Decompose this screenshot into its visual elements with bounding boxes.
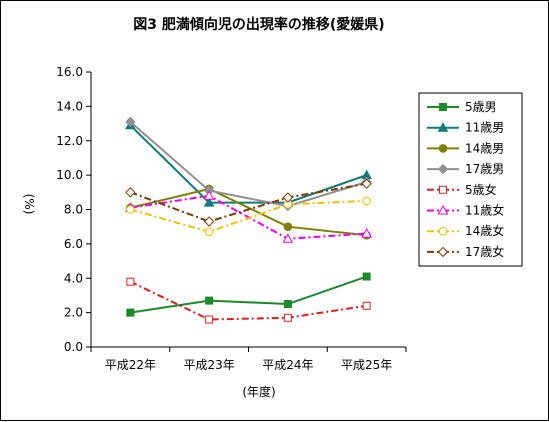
y-tick-label: 4.0 [64,271,83,285]
legend-box [418,92,523,267]
legend-label: 17歳男 [465,162,504,176]
legend-item: 17歳男 [427,162,504,176]
chart-title: 図3 肥満傾向児の出現率の推移(愛媛県) [133,16,384,33]
legend-label: 14歳男 [465,141,504,155]
legend-item: 11歳女 [427,203,504,218]
legend-item: 17歳女 [427,244,504,259]
legend-swatch-marker [438,144,448,153]
data-point [205,296,214,305]
data-point [125,116,136,128]
legend-label: 11歳女 [465,203,504,218]
data-point [203,216,215,227]
legend-swatch-marker [439,185,447,194]
x-axis-label: (年度) [242,384,275,399]
legend-swatch-marker [437,204,449,215]
data-point [203,197,215,207]
series-line [129,280,367,321]
series-3 [126,184,371,240]
legend-item: 5歳女 [427,182,497,197]
legend-item: 14歳男 [427,141,504,155]
y-tick-label: 2.0 [64,306,83,320]
x-tick-label: 平成22年 [105,358,156,372]
data-point [282,192,294,203]
legend-label: 5歳女 [465,182,497,197]
legend-label: 5歳男 [465,100,497,114]
data-point [126,277,135,286]
series-line [129,121,367,208]
legend-swatch-marker [437,122,449,132]
series-1 [126,272,371,317]
y-tick-label: 16.0 [56,65,83,79]
series-line [130,199,367,233]
data-point [125,187,136,198]
data-point [205,315,214,324]
series-layer [125,116,372,324]
series-7 [126,196,371,237]
x-tick-label: 平成24年 [262,358,313,372]
series-line [130,187,367,237]
series-line [130,182,367,223]
y-axis-label: (%) [22,194,36,215]
data-point [283,300,292,309]
legend: 5歳男 11歳男 14歳男 17歳男 5歳女 11歳女 14歳女 17歳女 [418,92,523,267]
y-tick-label: 14.0 [56,99,83,113]
y-tick-label: 10.0 [56,168,83,182]
legend-item: 5歳男 [427,100,497,114]
legend-item: 14歳女 [427,223,504,238]
x-tick-label: 平成23年 [183,358,234,372]
data-point [126,308,135,317]
data-point [361,228,372,238]
legend-swatch-marker [439,103,447,111]
data-point [204,227,214,237]
data-point [362,272,371,281]
y-tick-label: 0.0 [64,340,83,354]
legend-label: 11歳男 [465,121,504,135]
data-point [361,178,372,189]
legend-swatch-marker [438,226,448,236]
data-point [203,190,215,200]
legend-item: 11歳男 [427,121,504,135]
series-8 [125,178,372,227]
series-4 [125,116,372,212]
legend-swatch-marker [437,163,449,175]
series-line [129,124,367,204]
data-point [126,205,135,214]
legend-swatch-marker [437,246,449,258]
data-point [362,301,371,310]
legend-label: 14歳女 [465,223,504,238]
y-tick-label: 8.0 [64,203,83,217]
data-point [283,222,293,231]
axes: 0.0 2.0 4.0 6.0 8.0 10.0 12.0 14.0 16.0 平成22年 平成23… [56,65,407,372]
data-point [283,313,292,322]
series-line [130,275,367,314]
y-tick-label: 6.0 [64,237,83,251]
data-point [282,233,294,243]
series-2 [125,119,372,207]
series-5 [126,277,371,324]
x-tick-label: 平成25年 [341,358,392,372]
y-tick-label: 12.0 [56,134,83,148]
legend-label: 17歳女 [465,244,504,259]
data-point [362,196,371,206]
